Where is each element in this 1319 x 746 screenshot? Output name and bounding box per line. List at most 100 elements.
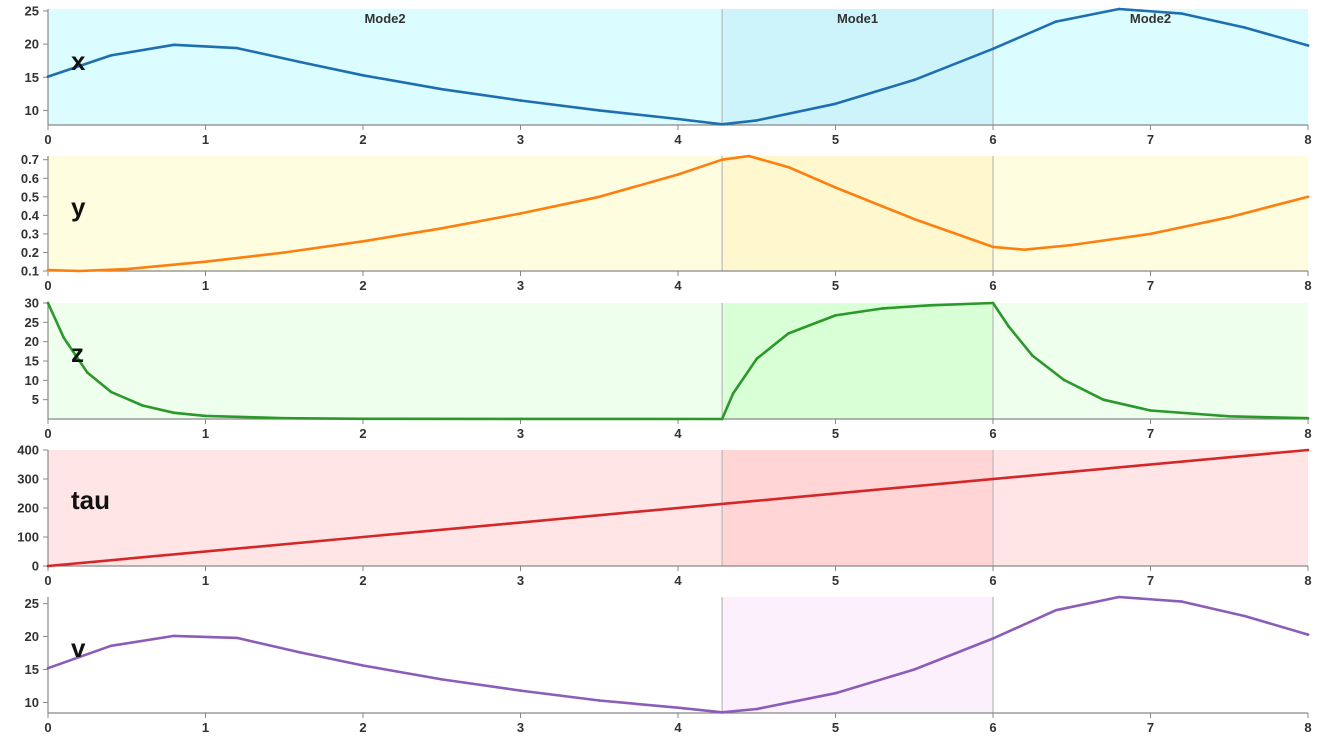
data-point — [676, 117, 680, 121]
y-tick-label: 0 — [32, 559, 39, 574]
data-point — [440, 678, 444, 681]
data-point — [361, 73, 365, 77]
y-tick-label: 15 — [25, 354, 39, 369]
data-point — [109, 390, 113, 394]
panel-v: 10 15 20 25 0 1 2 3 4 5 6 7 8 v — [25, 595, 1312, 735]
data-point — [720, 417, 724, 421]
data-point — [361, 417, 365, 421]
series-line-x — [46, 7, 1310, 126]
y-tick-label: 400 — [17, 443, 39, 458]
panel-label: v — [71, 633, 86, 663]
data-point — [720, 158, 724, 162]
x-tick-label: 0 — [44, 573, 51, 588]
x-tick-label: 3 — [517, 573, 524, 588]
data-point — [1062, 378, 1066, 382]
panel-y: 0.1 0.2 0.3 0.4 0.5 0.6 0.7 0 1 2 3 4 5 6 7 8 y — [21, 152, 1312, 293]
y-tick-label: 200 — [17, 501, 39, 516]
data-point — [86, 371, 89, 374]
x-tick-label: 6 — [989, 278, 996, 293]
data-point — [172, 634, 176, 638]
y-tick-label: 300 — [17, 472, 39, 487]
y-tick-label: 25 — [25, 3, 39, 18]
y-tick-label: 10 — [25, 103, 39, 118]
y-tick-label: 0.2 — [21, 245, 39, 260]
y-tick-label: 25 — [25, 596, 39, 611]
x-tick-label: 3 — [517, 278, 524, 293]
y-tick-label: 30 — [25, 296, 39, 311]
x-tick-label: 6 — [989, 720, 996, 735]
data-point — [1306, 416, 1310, 420]
data-point — [1243, 26, 1247, 29]
mode-region — [722, 303, 993, 419]
x-tick-label: 4 — [674, 720, 682, 735]
data-point — [46, 268, 50, 272]
mode-label: Mode2 — [1130, 11, 1171, 26]
data-point — [235, 46, 239, 50]
data-point — [519, 417, 522, 421]
data-point — [755, 707, 759, 711]
y-tick-label: 0.7 — [21, 152, 39, 167]
x-tick-label: 3 — [517, 132, 524, 147]
mode-region — [722, 156, 993, 271]
data-point — [1054, 20, 1058, 23]
panel-label: tau — [71, 485, 110, 515]
x-tick-label: 6 — [989, 573, 996, 588]
x-tick-label: 1 — [202, 278, 209, 293]
data-point — [298, 651, 302, 654]
data-point — [1023, 248, 1026, 251]
x-tick-label: 0 — [44, 132, 51, 147]
data-point — [1149, 232, 1152, 236]
x-tick-label: 5 — [832, 720, 839, 735]
data-point — [834, 691, 837, 695]
panel-background — [48, 597, 1308, 713]
data-point — [519, 689, 522, 692]
data-point — [1054, 608, 1058, 612]
panel-background — [48, 9, 1308, 125]
y-tick-label: 20 — [25, 37, 39, 52]
x-tick-label: 5 — [832, 426, 839, 441]
x-tick-label: 7 — [1147, 278, 1154, 293]
x-tick-label: 8 — [1304, 426, 1311, 441]
x-tick-label: 1 — [202, 132, 209, 147]
x-tick-label: 2 — [359, 720, 366, 735]
data-point — [361, 664, 365, 667]
data-point — [912, 668, 916, 671]
y-tick-label: 25 — [25, 315, 39, 330]
x-tick-label: 0 — [44, 720, 51, 735]
x-tick-label: 5 — [832, 573, 839, 588]
mode-label: Mode1 — [837, 11, 878, 26]
y-tick-label: 0.3 — [21, 226, 39, 241]
x-tick-label: 2 — [359, 278, 366, 293]
data-point — [519, 212, 522, 215]
mode-region — [722, 450, 993, 566]
x-tick-label: 2 — [359, 132, 366, 147]
panel-label: z — [71, 338, 84, 368]
data-point — [720, 123, 724, 126]
x-tick-label: 1 — [202, 426, 209, 441]
data-point — [235, 636, 239, 640]
data-point — [991, 637, 995, 640]
data-point — [928, 304, 932, 307]
data-point — [720, 711, 724, 714]
series-line-v — [46, 595, 1310, 714]
y-tick-label: 0.5 — [21, 189, 39, 204]
data-point — [755, 357, 759, 360]
x-tick-label: 5 — [832, 278, 839, 293]
x-tick-label: 4 — [674, 132, 682, 147]
data-point — [834, 186, 837, 189]
data-point — [597, 699, 601, 702]
data-point — [361, 240, 365, 243]
y-tick-label: 5 — [32, 392, 39, 407]
x-tick-label: 5 — [832, 132, 839, 147]
y-tick-label: 15 — [25, 70, 39, 85]
x-tick-label: 7 — [1147, 132, 1154, 147]
y-tick-label: 20 — [25, 629, 39, 644]
x-tick-label: 2 — [359, 426, 366, 441]
y-tick-label: 10 — [25, 695, 39, 710]
panel-label: x — [71, 46, 86, 76]
data-point — [597, 195, 601, 199]
data-point — [881, 307, 885, 310]
x-tick-label: 0 — [44, 278, 51, 293]
